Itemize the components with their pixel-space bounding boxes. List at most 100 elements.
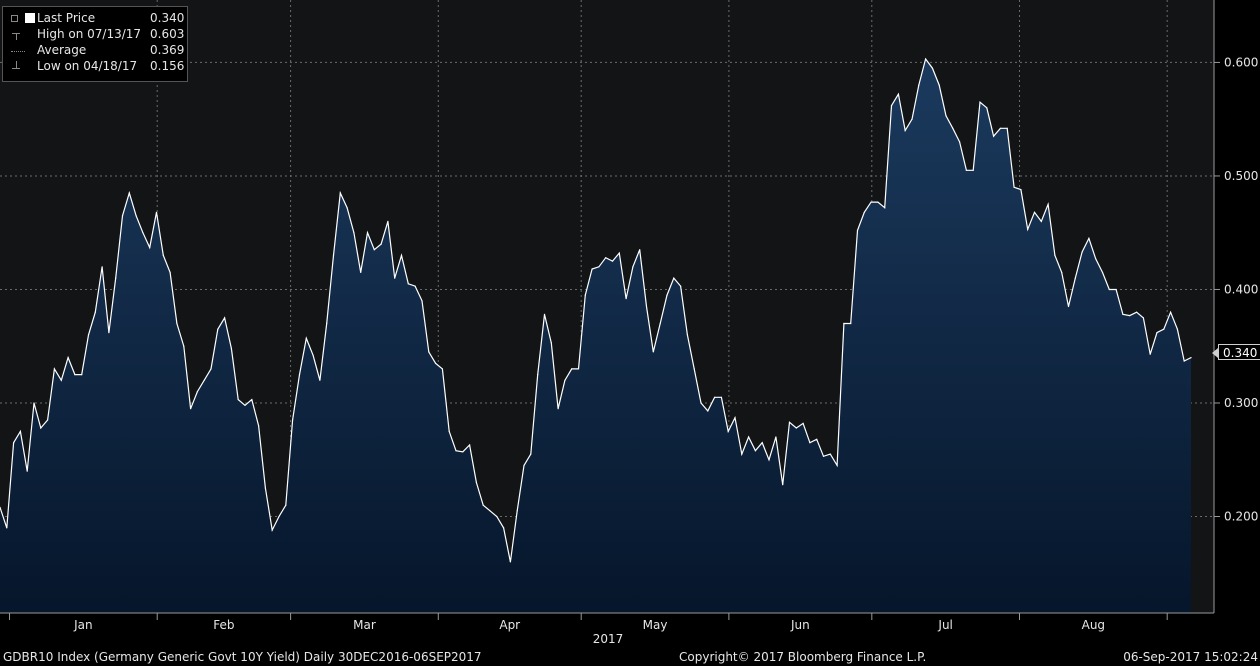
data-point [47,419,49,421]
data-point [897,93,900,95]
data-point [530,453,532,455]
data-point [632,266,634,268]
data-point [1088,237,1090,239]
data-point [1047,203,1049,205]
data-point [196,391,198,393]
data-point [237,399,239,401]
data-point [707,410,709,412]
data-point [1081,251,1083,253]
data-point [693,368,695,370]
x-tick-label: May [643,618,668,632]
data-point [788,421,791,423]
yield-area-fill [0,59,1191,613]
data-point [407,283,409,285]
legend-last-label: Last Price [37,11,96,25]
data-point [482,504,484,506]
data-point [1027,228,1029,230]
legend-high-value: 0.603 [150,27,185,41]
data-point [142,232,144,234]
data-point [1006,127,1008,129]
legend-average-value: 0.369 [150,43,185,57]
data-point [591,268,593,270]
data-point [884,207,886,209]
data-point [74,374,76,376]
data-point [986,107,988,109]
data-point [870,201,872,203]
data-point [435,362,437,364]
data-point [809,442,811,444]
data-point [999,127,1002,129]
y-tick-label: 0.200 [1224,510,1258,524]
data-point [584,294,586,296]
legend-low-value: 0.156 [150,59,185,73]
data-point [387,220,389,222]
legend-high: High on 07/13/17 0.603 [3,27,187,43]
data-point [298,374,301,376]
data-point [40,427,42,429]
data-point [13,442,15,444]
data-point [224,317,226,319]
data-point [210,368,212,370]
data-point [60,379,62,381]
data-point [101,266,103,268]
data-point [843,322,845,325]
data-point [741,453,743,455]
data-point [1033,211,1036,213]
legend-high-label: High on 07/13/17 [37,27,142,41]
data-point [890,105,893,107]
data-point [598,266,600,268]
data-point [666,294,668,296]
data-point [6,527,8,529]
data-point [1183,360,1185,362]
last-price-swatch [25,13,35,23]
data-point [1115,288,1117,291]
data-point [754,450,757,452]
legend: Last Price 0.340 High on 07/13/17 0.603 … [2,6,188,82]
data-point [856,229,859,231]
data-point [81,374,83,376]
data-point [1067,305,1070,308]
data-point [292,419,294,421]
data-point [904,129,906,132]
high-marker-stem-icon [16,33,17,40]
data-point [577,368,580,370]
yield-line [0,57,1192,563]
data-point [285,504,287,506]
data-point [734,417,736,419]
data-point [965,169,968,171]
data-point [816,438,818,440]
data-point [230,347,232,350]
data-point [509,561,511,563]
data-point [686,334,689,336]
footer-security-info: GDBR10 Index (Germany Generic Govt 10Y Y… [3,650,482,664]
data-point [979,101,981,103]
data-point [258,425,260,427]
low-marker-base-icon [12,68,20,69]
data-point [53,368,56,370]
collapse-box-icon[interactable] [11,15,18,22]
data-point [1170,311,1172,313]
data-point [469,444,471,446]
data-point [680,285,682,287]
data-point [115,277,117,279]
footer-timestamp: 06-Sep-2017 15:02:24 [1123,650,1258,664]
data-point [217,328,219,330]
data-point [659,322,661,325]
data-point [537,374,539,376]
data-point [373,249,375,251]
data-point [448,430,450,432]
x-tick-label: Mar [353,618,376,632]
data-point [1156,332,1158,334]
legend-average-label: Average [37,43,87,57]
data-point [394,277,396,279]
low-marker-icon [16,61,17,68]
data-point [768,459,770,461]
data-point [782,484,784,486]
data-point [1129,315,1131,317]
data-point [26,470,28,472]
data-point [108,332,110,334]
data-point [863,211,865,213]
data-point [489,510,491,512]
data-point [727,430,729,432]
